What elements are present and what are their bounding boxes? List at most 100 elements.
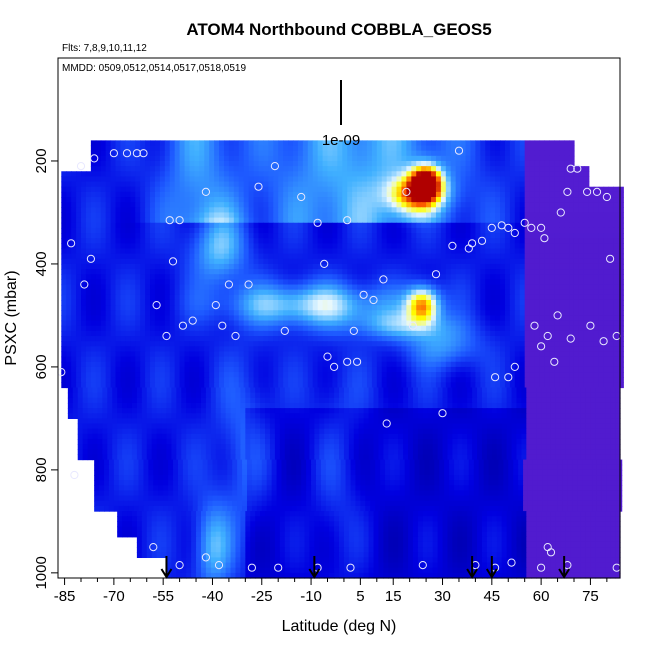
heat-cell bbox=[608, 315, 615, 322]
heat-cell bbox=[169, 181, 176, 188]
heat-cell bbox=[426, 284, 432, 291]
heat-cell bbox=[66, 310, 72, 317]
heat-cell bbox=[125, 186, 131, 193]
heat-cell bbox=[357, 320, 363, 327]
heat-cell bbox=[598, 258, 605, 265]
heat-cell bbox=[204, 269, 210, 275]
heat-cell bbox=[519, 366, 526, 373]
heat-cell bbox=[337, 361, 343, 368]
heat-cell bbox=[554, 305, 560, 311]
heat-cell bbox=[278, 150, 284, 157]
heat-cell bbox=[135, 166, 141, 172]
heat-cell bbox=[105, 341, 112, 347]
heat-cell bbox=[529, 191, 536, 198]
heat-cell bbox=[347, 289, 353, 296]
heat-cell bbox=[214, 253, 220, 260]
heat-cell bbox=[85, 351, 92, 358]
heat-cell bbox=[504, 238, 511, 244]
heat-cell bbox=[450, 356, 457, 363]
heat-cell bbox=[159, 166, 166, 172]
heat-cell bbox=[357, 227, 363, 234]
heat-cell bbox=[445, 248, 452, 255]
heat-cell bbox=[174, 325, 181, 332]
heat-cell bbox=[573, 336, 580, 342]
heat-cell bbox=[179, 176, 186, 183]
heat-cell bbox=[445, 212, 452, 219]
heat-cell bbox=[120, 336, 126, 342]
heat-cell bbox=[268, 336, 274, 342]
heat-cell bbox=[85, 207, 92, 214]
heat-cell bbox=[66, 356, 72, 363]
heat-cell bbox=[214, 238, 220, 244]
heat-cell bbox=[278, 181, 284, 188]
heat-cell bbox=[342, 305, 348, 311]
heat-cell bbox=[559, 227, 565, 234]
heat-cell bbox=[283, 356, 289, 363]
heat-cell bbox=[588, 299, 595, 306]
heat-cell bbox=[421, 269, 427, 275]
heat-cell bbox=[509, 171, 516, 178]
heat-cell bbox=[460, 330, 467, 337]
heat-cell bbox=[342, 238, 348, 244]
heat-cell bbox=[125, 325, 131, 332]
heat-cell bbox=[243, 233, 250, 239]
heat-cell bbox=[539, 186, 546, 193]
heat-cell bbox=[159, 289, 166, 296]
heat-cell bbox=[381, 202, 388, 208]
heat-cell bbox=[445, 253, 452, 260]
heat-cell bbox=[598, 253, 605, 260]
heat-cell bbox=[81, 233, 87, 239]
heat-cell bbox=[445, 171, 452, 178]
heat-cell bbox=[480, 299, 486, 306]
heat-cell bbox=[135, 171, 141, 178]
heat-cell bbox=[164, 336, 171, 342]
heat-cell bbox=[268, 320, 274, 327]
heat-cell bbox=[297, 315, 304, 322]
heat-cell bbox=[105, 289, 112, 296]
heat-cell bbox=[322, 238, 329, 244]
heat-cell bbox=[327, 176, 334, 183]
heat-cell bbox=[519, 145, 526, 152]
heat-cell bbox=[228, 366, 235, 373]
heat-cell bbox=[169, 145, 176, 152]
heat-cell bbox=[150, 325, 156, 332]
heat-cell bbox=[115, 294, 122, 301]
heat-cell bbox=[534, 197, 541, 203]
heat-cell bbox=[396, 336, 403, 342]
heat-cell bbox=[608, 341, 615, 347]
heat-cell bbox=[302, 150, 309, 157]
heat-cell bbox=[465, 197, 472, 203]
heat-cell bbox=[376, 330, 383, 337]
heat-cell bbox=[569, 248, 575, 255]
heat-cell bbox=[490, 202, 496, 208]
heat-cell bbox=[327, 212, 334, 219]
heat-cell bbox=[164, 191, 171, 198]
heat-cell bbox=[120, 366, 126, 373]
heat-cell bbox=[297, 197, 304, 203]
heat-cell bbox=[115, 341, 122, 347]
heat-cell bbox=[564, 155, 570, 162]
heat-cell bbox=[115, 299, 122, 306]
heat-cell bbox=[495, 366, 501, 373]
heat-cell bbox=[534, 310, 541, 317]
heat-cell bbox=[573, 222, 580, 229]
heat-cell bbox=[564, 341, 570, 347]
heat-cell bbox=[416, 248, 422, 255]
heat-cell bbox=[376, 279, 383, 286]
heat-cell bbox=[495, 305, 501, 311]
heat-cell bbox=[495, 346, 501, 353]
heat-cell bbox=[228, 212, 235, 219]
heat-cell bbox=[81, 336, 87, 342]
heat-cell bbox=[573, 320, 580, 327]
heat-cell bbox=[549, 346, 555, 353]
heat-cell bbox=[189, 243, 195, 250]
heat-cell bbox=[529, 289, 536, 296]
heat-cell bbox=[125, 207, 131, 214]
heat-cell bbox=[253, 258, 260, 265]
heat-cell bbox=[228, 181, 235, 188]
heat-cell bbox=[411, 305, 417, 311]
heat-cell bbox=[519, 176, 526, 183]
heat-cell bbox=[179, 217, 186, 224]
heat-cell bbox=[352, 217, 358, 224]
heat-cell bbox=[248, 356, 255, 363]
